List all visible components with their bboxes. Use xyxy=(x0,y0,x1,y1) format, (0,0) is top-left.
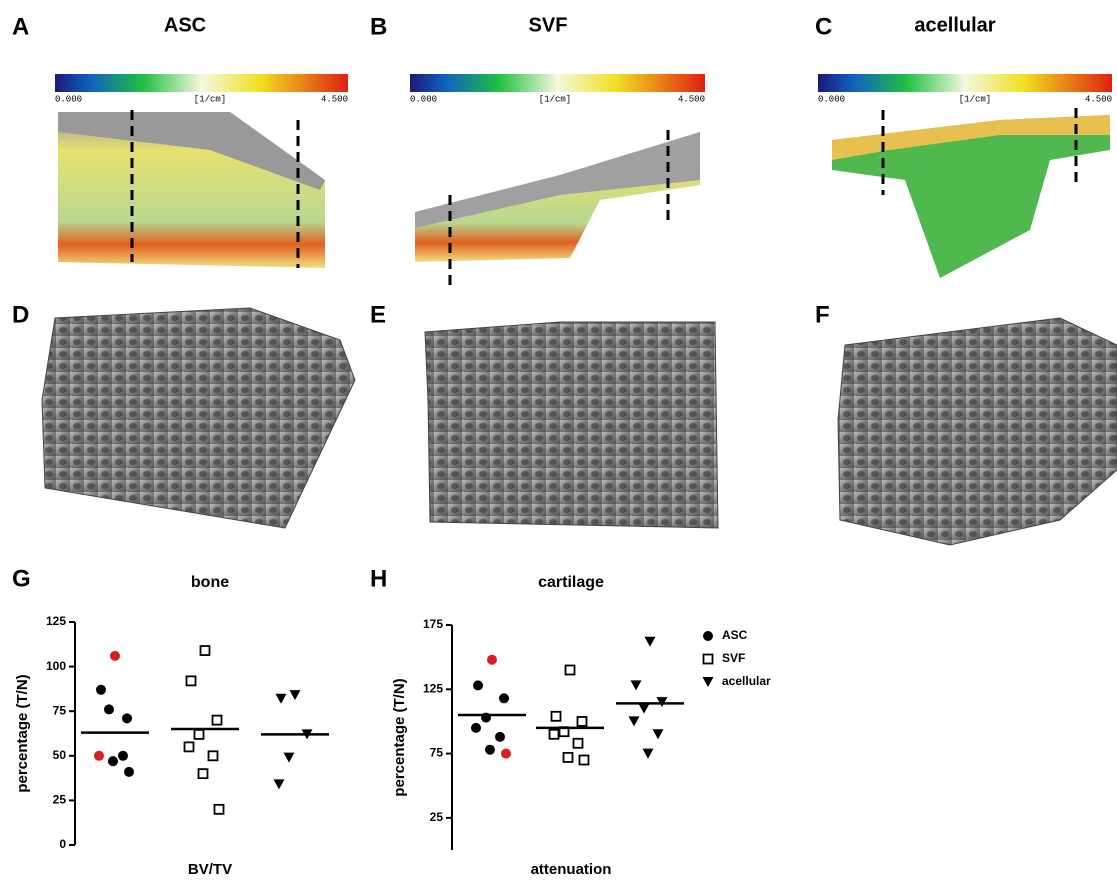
y-tick-label: 100 xyxy=(46,659,66,673)
colorbar: 0.000 [1/cm] 4.500 xyxy=(55,74,348,104)
y-tick-label: 50 xyxy=(53,748,67,762)
point xyxy=(122,713,132,723)
x-axis-label: attenuation xyxy=(531,861,612,878)
point xyxy=(564,753,573,762)
bone-rendering xyxy=(42,308,355,528)
panel-letter: C xyxy=(815,13,832,40)
colorbar-gradient xyxy=(410,74,705,92)
point xyxy=(550,730,559,739)
panel-title: ASC xyxy=(164,14,206,36)
colorbar-gradient xyxy=(55,74,348,92)
point xyxy=(185,742,194,751)
point xyxy=(284,753,295,763)
bone-rendering xyxy=(425,322,718,528)
colorbar-label: 4.500 xyxy=(321,94,348,104)
point xyxy=(580,756,589,765)
bone-rendering xyxy=(838,318,1117,545)
panel-letter: B xyxy=(370,13,387,40)
point xyxy=(96,685,106,695)
panel-letter: G xyxy=(12,565,31,592)
point xyxy=(566,666,575,675)
point xyxy=(552,712,561,721)
point xyxy=(629,716,640,726)
point xyxy=(195,730,204,739)
point xyxy=(209,751,218,760)
legend-label: SVF xyxy=(722,651,745,665)
legend-label: acellular xyxy=(722,674,771,688)
cross-section-image xyxy=(832,108,1110,278)
point xyxy=(631,680,642,690)
colorbar-label: 0.000 xyxy=(818,94,845,104)
point xyxy=(108,756,118,766)
point xyxy=(94,751,104,761)
point xyxy=(104,704,114,714)
panel-letter: D xyxy=(12,301,29,328)
colorbar-label: [1/cm] xyxy=(539,94,571,104)
panel-letter: F xyxy=(815,301,830,328)
colorbar-label: [1/cm] xyxy=(959,94,991,104)
point xyxy=(201,646,210,655)
point xyxy=(574,739,583,748)
point xyxy=(290,690,301,700)
y-axis-label: percentage (T/N) xyxy=(391,678,408,796)
point xyxy=(187,676,196,685)
point xyxy=(703,631,713,641)
colorbar: 0.000 [1/cm] 4.500 xyxy=(818,74,1112,104)
x-axis-label: BV/TV xyxy=(188,861,232,878)
colorbar-label: 0.000 xyxy=(55,94,82,104)
panel-letter: H xyxy=(370,565,387,592)
y-tick-label: 175 xyxy=(423,617,443,631)
point xyxy=(471,723,481,733)
point xyxy=(495,732,505,742)
point xyxy=(645,637,656,647)
y-tick-label: 125 xyxy=(423,681,443,695)
y-tick-label: 0 xyxy=(59,837,66,851)
cross-section-image xyxy=(58,110,325,268)
y-tick-label: 25 xyxy=(430,810,444,824)
colorbar-label: 0.000 xyxy=(410,94,437,104)
chart-title: cartilage xyxy=(538,574,604,591)
point xyxy=(578,717,587,726)
point xyxy=(274,779,285,789)
colorbar-label: 4.500 xyxy=(678,94,705,104)
point xyxy=(703,677,714,687)
colorbar-gradient xyxy=(818,74,1112,92)
point xyxy=(639,704,650,714)
point xyxy=(499,693,509,703)
point xyxy=(276,694,287,704)
point xyxy=(118,751,128,761)
point xyxy=(485,745,495,755)
y-tick-label: 75 xyxy=(430,746,444,760)
point xyxy=(199,769,208,778)
panel-title: SVF xyxy=(529,14,568,36)
point xyxy=(657,697,668,707)
panel-title: acellular xyxy=(914,14,995,36)
panel-letter: A xyxy=(12,13,29,40)
y-tick-label: 125 xyxy=(46,614,66,628)
point xyxy=(704,655,713,664)
cross-section-image xyxy=(415,130,700,290)
legend-label: ASC xyxy=(722,628,748,642)
point xyxy=(643,749,654,759)
colorbar: 0.000 [1/cm] 4.500 xyxy=(410,74,705,104)
point xyxy=(501,749,511,759)
panel-letter: E xyxy=(370,301,386,328)
colorbar-label: 4.500 xyxy=(1085,94,1112,104)
point xyxy=(213,716,222,725)
chart-title: bone xyxy=(191,574,229,591)
point xyxy=(487,655,497,665)
point xyxy=(653,729,664,739)
point xyxy=(473,680,483,690)
y-axis-label: percentage (T/N) xyxy=(14,674,31,792)
colorbar-label: [1/cm] xyxy=(194,94,226,104)
y-tick-label: 75 xyxy=(53,703,67,717)
figure: A B C D E F ASC SVF acellular 0.000 [1/c… xyxy=(0,0,1117,881)
point xyxy=(124,767,134,777)
point xyxy=(110,651,120,661)
point xyxy=(215,805,224,814)
y-tick-label: 25 xyxy=(53,793,67,807)
